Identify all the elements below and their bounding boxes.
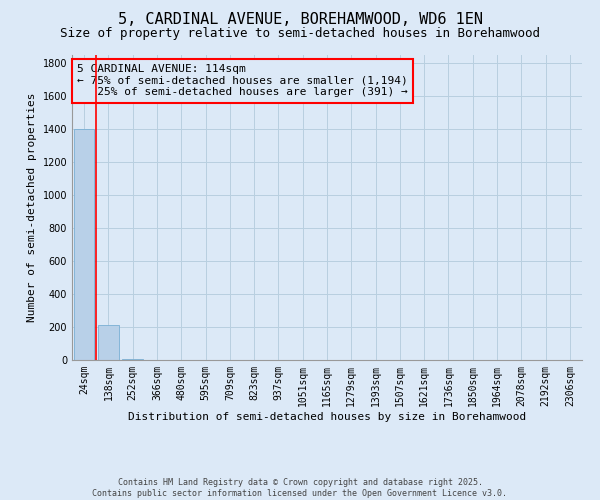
Text: Contains HM Land Registry data © Crown copyright and database right 2025.
Contai: Contains HM Land Registry data © Crown c…	[92, 478, 508, 498]
Text: 5, CARDINAL AVENUE, BOREHAMWOOD, WD6 1EN: 5, CARDINAL AVENUE, BOREHAMWOOD, WD6 1EN	[118, 12, 482, 28]
X-axis label: Distribution of semi-detached houses by size in Borehamwood: Distribution of semi-detached houses by …	[128, 412, 526, 422]
Y-axis label: Number of semi-detached properties: Number of semi-detached properties	[27, 93, 37, 322]
Bar	[74, 129, 94, 360]
Text: Size of property relative to semi-detached houses in Borehamwood: Size of property relative to semi-detach…	[60, 28, 540, 40]
Bar	[98, 326, 119, 360]
Text: 5 CARDINAL AVENUE: 114sqm
← 75% of semi-detached houses are smaller (1,194)
   2: 5 CARDINAL AVENUE: 114sqm ← 75% of semi-…	[77, 64, 408, 98]
Bar	[122, 358, 143, 360]
